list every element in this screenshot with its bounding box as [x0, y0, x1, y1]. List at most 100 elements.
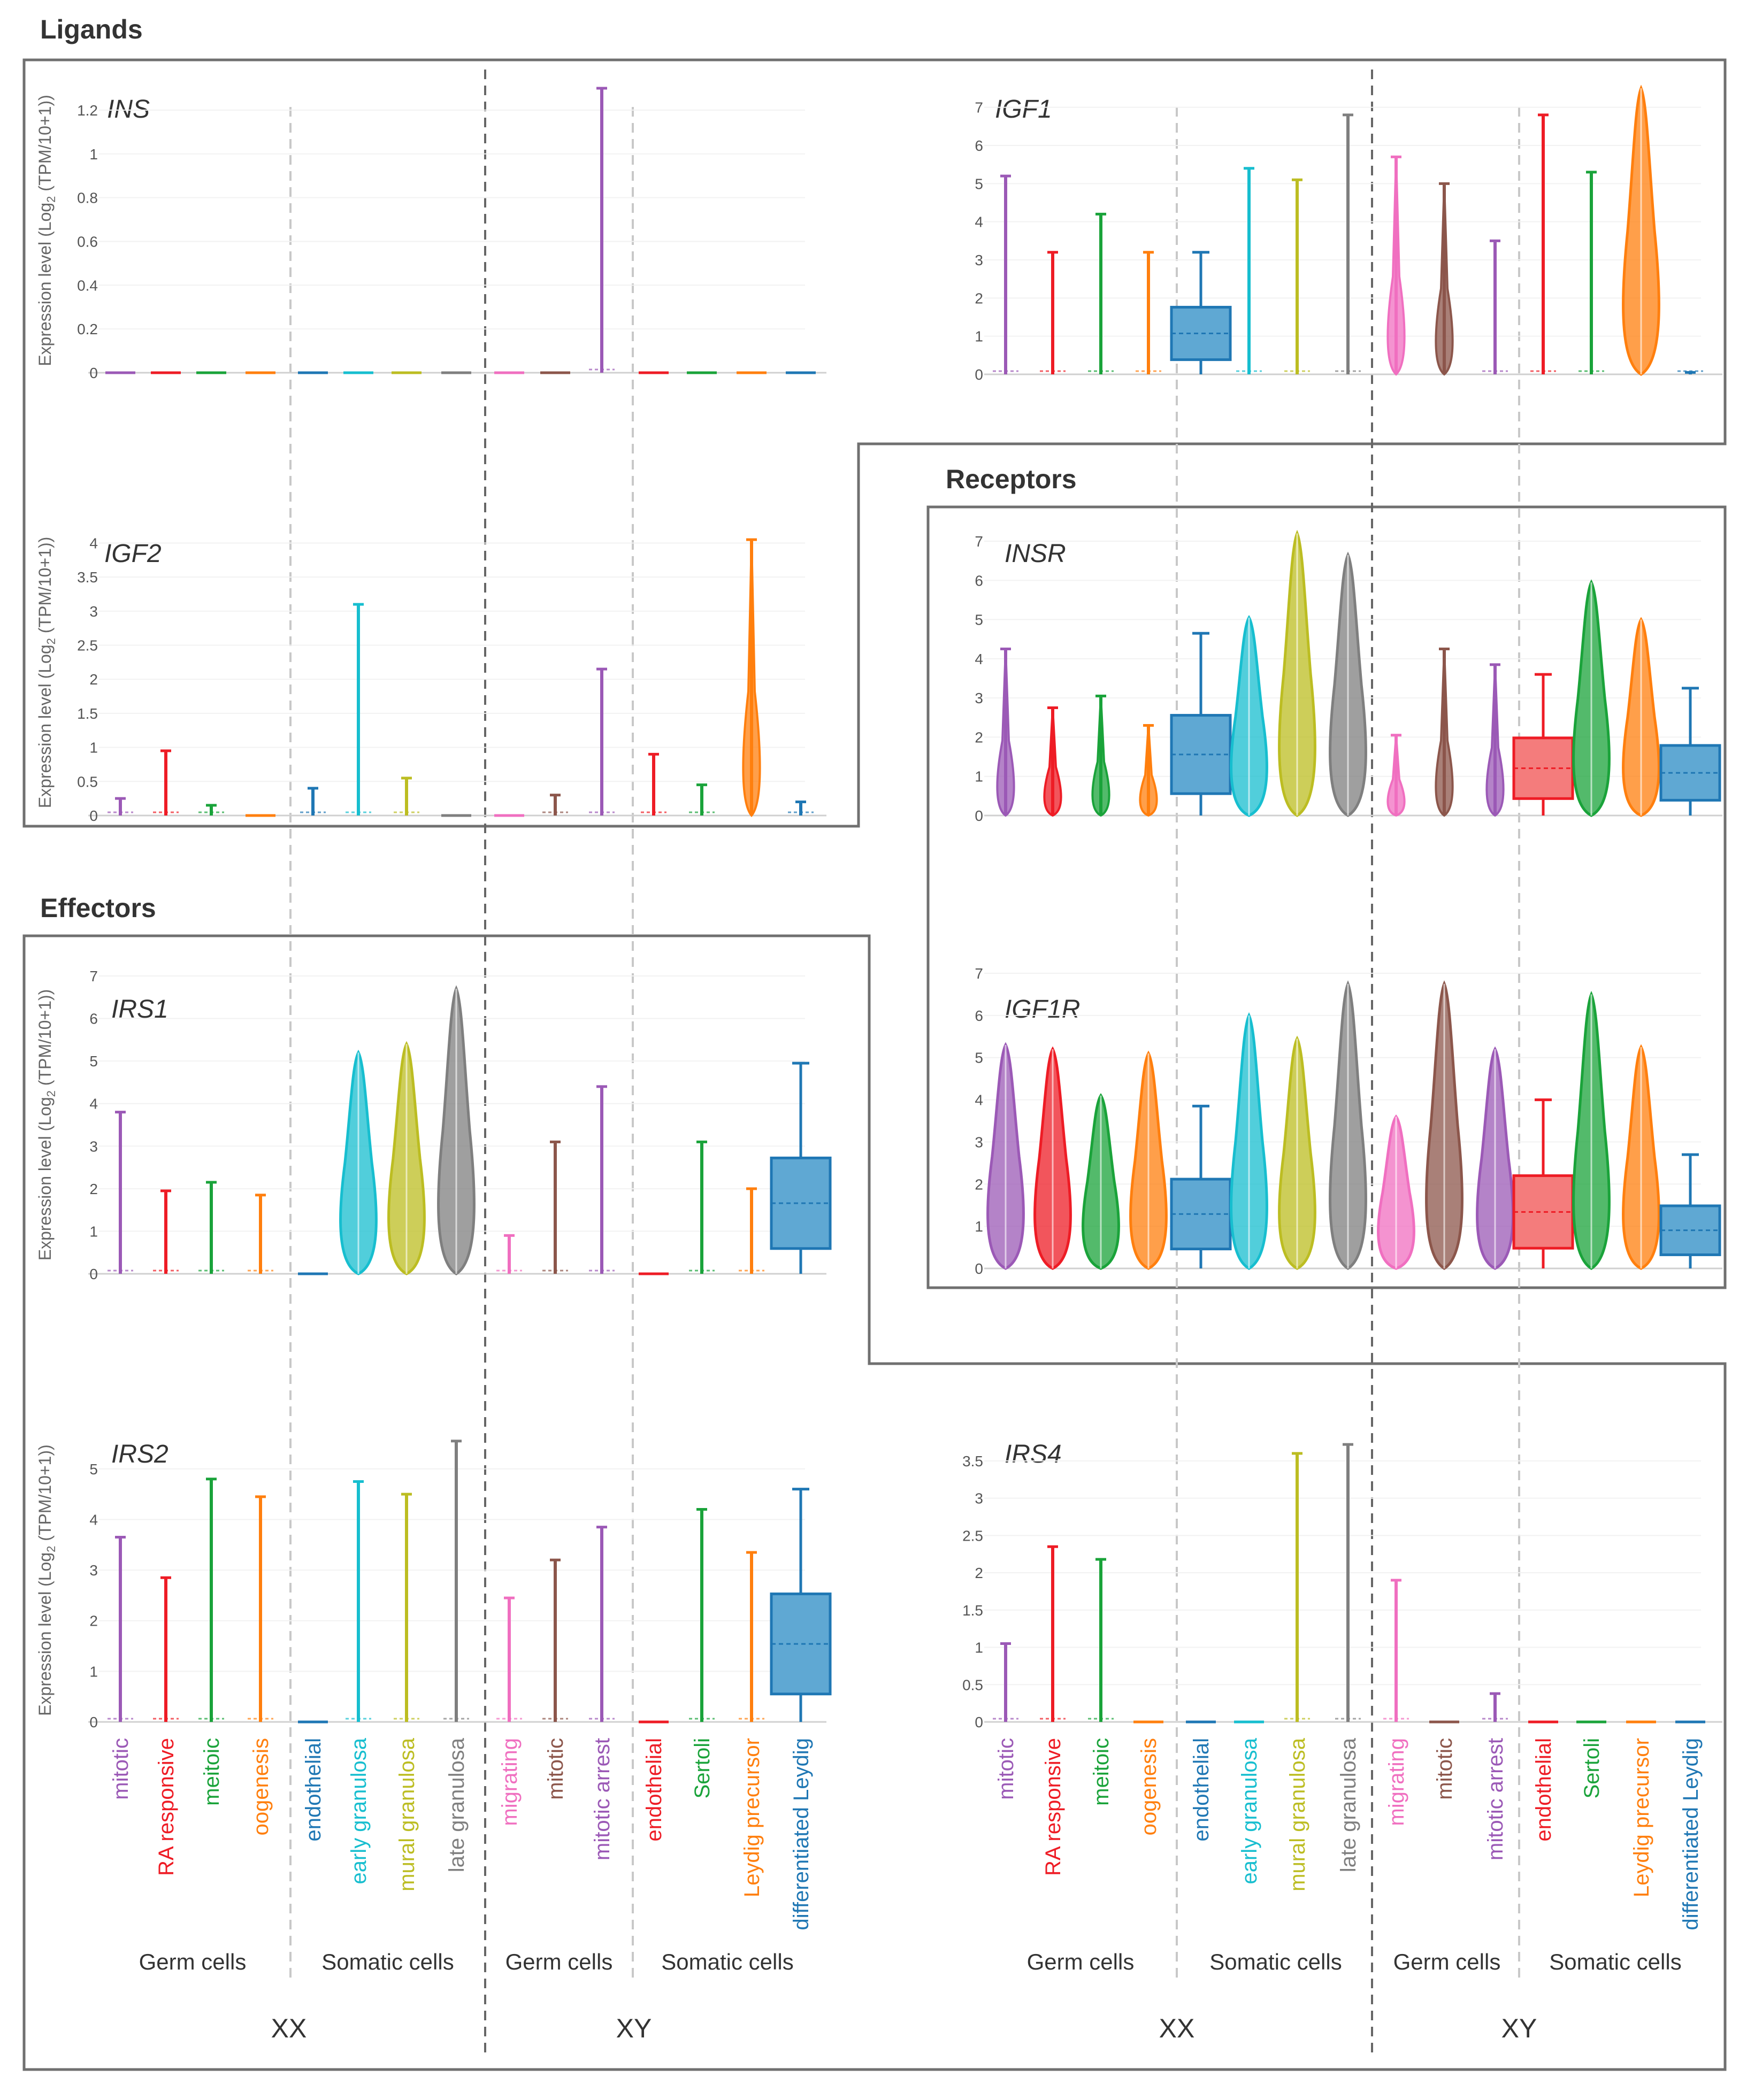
panel-igf2: IGF2 0 0.5 1 1.5 2 2.5 3 3.5 4 Expression level (L…	[35, 535, 826, 824]
group-label-somatic-xy-right: Somatic cells	[1549, 1949, 1681, 1974]
mark-igf1-4	[1136, 251, 1161, 374]
panel-title-irs4: IRS4	[1005, 1440, 1062, 1468]
y-tick-label: 1	[89, 740, 98, 756]
y-tick-label: 1	[975, 768, 983, 785]
y-tick-label: 6	[89, 1011, 98, 1027]
group-label-germ-xy-right: Germ cells	[1393, 1949, 1501, 1974]
y-tick-label: 6	[975, 572, 983, 589]
y-tick-label: 0.6	[77, 233, 98, 250]
y-axis-label: Expression level (Log2 (TPM/10+1))	[35, 537, 58, 809]
group-label-somatic-xx-left: Somatic cells	[321, 1949, 454, 1974]
effectors-frame	[22, 934, 1727, 2071]
category-label-right-2: RA responsive	[1041, 1738, 1065, 1876]
mark-irs2-11	[589, 1526, 615, 1722]
mark-igf1r-2	[1033, 1046, 1072, 1270]
mark-irs4-1	[993, 1642, 1018, 1722]
y-tick-label: 0.2	[77, 321, 98, 337]
y-axis-label: Expression level (Log2 (TPM/10+1))	[35, 1444, 58, 1716]
mark-insr-1	[996, 648, 1015, 817]
category-label-right-3: meitoic	[1090, 1738, 1113, 1806]
section-title-effectors: Effectors	[40, 893, 156, 923]
panel-insr: INSR 0 1 2 3 4 5 6 7	[975, 529, 1722, 824]
mark-irs2-6	[346, 1480, 371, 1722]
panel-title-igf2: IGF2	[104, 540, 162, 568]
y-tick-label: 0	[89, 807, 98, 824]
category-label-left-11: mitotic arrest	[591, 1738, 614, 1860]
mark-irs1-4	[248, 1194, 273, 1274]
y-tick-label: 5	[975, 612, 983, 628]
mark-igf1r-15	[1659, 1153, 1721, 1268]
mark-igf2-13	[689, 783, 715, 816]
y-tick-label: 0	[89, 1714, 98, 1730]
category-label-right-5: endothelial	[1190, 1738, 1213, 1842]
mark-igf1r-6	[1230, 1012, 1268, 1270]
y-tick-label: 1	[975, 1218, 983, 1235]
sex-label-xy-left: XY	[616, 2013, 652, 2043]
panel-title-igf1r: IGF1R	[1005, 995, 1080, 1024]
mark-irs1-1	[108, 1111, 133, 1274]
mark-insr-4	[1139, 724, 1158, 817]
mark-igf1-8	[1335, 113, 1361, 374]
mark-irs4-2	[1040, 1545, 1066, 1722]
mark-insr-2	[1043, 706, 1062, 817]
mark-igf2-15	[788, 801, 814, 816]
mark-irs1-6	[339, 1049, 378, 1275]
y-tick-label: 2.5	[77, 637, 98, 654]
group-label-germ-xx-right: Germ cells	[1027, 1949, 1135, 1974]
category-label-right-12: endothelial	[1532, 1738, 1556, 1842]
category-label-left-13: Sertoli	[691, 1738, 714, 1798]
mark-irs2-14	[739, 1551, 764, 1722]
category-label-left-7: mural granulosa	[395, 1737, 419, 1891]
sex-label-xx-left: XX	[271, 2013, 307, 2043]
y-tick-label: 2	[975, 1565, 983, 1581]
mark-igf2-6	[346, 603, 371, 816]
mark-igf1r-12	[1512, 1098, 1574, 1268]
mark-igf2-14	[742, 538, 761, 818]
mark-irs1-13	[689, 1140, 715, 1274]
category-label-left-9: migrating	[498, 1738, 522, 1826]
panel-title-irs2: IRS2	[111, 1440, 168, 1468]
y-tick-label: 2	[975, 729, 983, 745]
mark-igf1r-4	[1129, 1050, 1168, 1270]
category-label-left-4: oogenesis	[249, 1738, 273, 1835]
y-axis-label: Expression level (Log2 (TPM/10+1))	[35, 989, 58, 1261]
category-label-left-15: differentiated Leydig	[790, 1738, 813, 1930]
y-tick-label: 4	[975, 651, 983, 667]
mark-igf1-13	[1579, 171, 1604, 374]
panel-irs2: IRS2 0 1 2 3 4 5 Expression level (Log2 (TPM/10…	[35, 1440, 832, 1730]
panel-igf1r: IGF1R 0 1 2 3 4 5 6 7	[975, 965, 1722, 1277]
mark-igf1r-9	[1377, 1114, 1415, 1270]
y-tick-label: 3	[975, 690, 983, 706]
y-tick-label: 3	[89, 603, 98, 620]
y-tick-label: 5	[975, 175, 983, 192]
group-label-germ-xy-left: Germ cells	[505, 1949, 613, 1974]
mark-igf1r-5	[1170, 1104, 1232, 1268]
y-tick-label: 7	[975, 533, 983, 550]
section-title-receptors: Receptors	[946, 464, 1077, 494]
section-title-ligands: Ligands	[40, 14, 143, 44]
mark-irs2-8	[443, 1440, 469, 1722]
mark-igf1r-11	[1476, 1046, 1514, 1270]
mark-igf1-7	[1284, 178, 1310, 374]
y-tick-label: 0	[975, 807, 983, 824]
y-tick-label: 1.5	[962, 1602, 983, 1619]
receptors-frame	[926, 505, 1727, 1289]
mark-insr-7	[1278, 529, 1316, 817]
category-label-right-10: mitotic	[1433, 1738, 1457, 1800]
mark-insr-12	[1512, 673, 1574, 816]
category-label-right-8: late granulosa	[1337, 1737, 1360, 1872]
mark-insr-5	[1170, 632, 1232, 816]
y-tick-label: 4	[89, 535, 98, 551]
mark-igf2-1	[108, 797, 133, 816]
y-tick-label: 3	[89, 1562, 98, 1579]
mark-irs4-8	[1335, 1443, 1361, 1722]
sex-label-xx-right: XX	[1159, 2013, 1195, 2043]
panel-title-igf1: IGF1	[995, 95, 1052, 124]
mark-igf1-6	[1236, 167, 1262, 374]
y-tick-label: 3.5	[77, 569, 98, 586]
y-tick-label: 2	[89, 1613, 98, 1629]
mark-insr-9	[1386, 734, 1406, 817]
y-tick-label: 7	[975, 965, 983, 982]
mark-igf2-10	[542, 794, 568, 816]
